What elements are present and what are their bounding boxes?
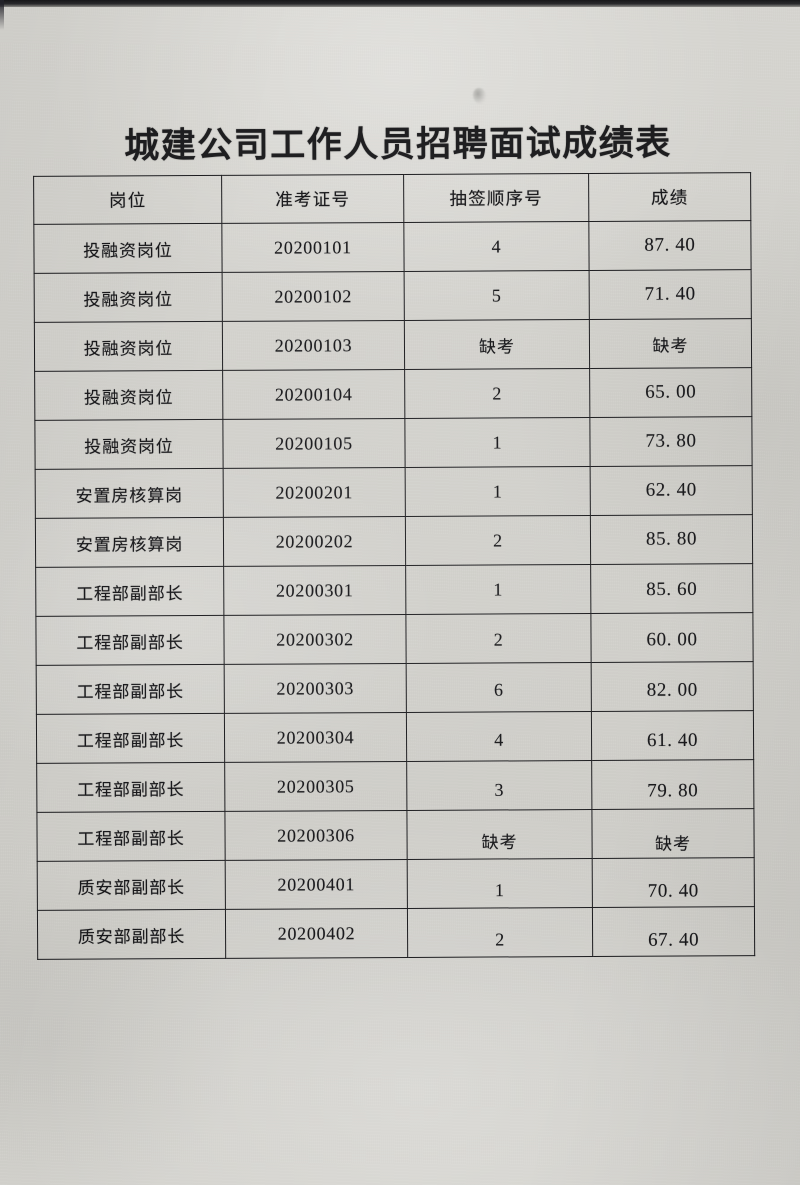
table-row: 工程部副部长 20200305 3 79. 80 xyxy=(36,759,754,813)
cell-draw-order: 2 xyxy=(404,368,590,419)
cell-draw-order: 5 xyxy=(404,270,590,321)
table-row: 质安部副部长 20200401 1 70. 40 xyxy=(37,857,755,911)
cell-score: 缺考 xyxy=(591,808,755,859)
cell-ticket-number: 20200103 xyxy=(222,320,405,371)
cell-ticket-number: 20200105 xyxy=(222,418,406,469)
cell-score: 缺考 xyxy=(589,318,752,369)
cell-draw-order: 4 xyxy=(406,711,592,762)
cell-ticket-number: 20200306 xyxy=(224,810,408,861)
cell-post: 工程部副部长 xyxy=(36,713,225,764)
table-row: 投融资岗位 20200105 1 73. 80 xyxy=(34,416,753,470)
table-header: 岗位 准考证号 抽签顺序号 成绩 xyxy=(33,172,751,225)
cell-score: 85. 60 xyxy=(590,563,753,614)
table-row: 工程部副部长 20200301 1 85. 60 xyxy=(35,563,753,617)
cell-draw-order: 1 xyxy=(405,466,591,517)
cell-draw-order: 1 xyxy=(407,858,593,909)
cell-draw-order: 3 xyxy=(406,760,592,811)
interview-score-table: 岗位 准考证号 抽签顺序号 成绩 投融资岗位 20200101 4 87. 40 投融资… xyxy=(33,172,755,960)
cell-post: 安置房核算岗 xyxy=(35,468,224,519)
table-row: 投融资岗位 20200104 2 65. 00 xyxy=(34,367,752,421)
cell-score: 62. 40 xyxy=(590,465,753,516)
table-row: 投融资岗位 20200101 4 87. 40 xyxy=(33,220,752,274)
cell-score: 60. 00 xyxy=(590,612,754,663)
cell-post: 工程部副部长 xyxy=(36,762,225,813)
cell-post: 质安部副部长 xyxy=(37,860,226,911)
table-row: 质安部副部长 20200402 2 67. 40 xyxy=(37,906,755,960)
table-row: 投融资岗位 20200103 缺考 缺考 xyxy=(34,318,752,372)
cell-ticket-number: 20200102 xyxy=(222,271,405,322)
cell-ticket-number: 20200104 xyxy=(222,369,405,420)
cell-post: 投融资岗位 xyxy=(34,272,223,323)
column-header-order: 抽签顺序号 xyxy=(403,173,589,223)
table-row: 工程部副部长 20200303 6 82. 00 xyxy=(36,661,754,715)
table-body: 投融资岗位 20200101 4 87. 40 投融资岗位 20200102 5 71. 40… xyxy=(33,220,755,960)
column-header-ticket: 准考证号 xyxy=(221,174,404,224)
cell-post: 工程部副部长 xyxy=(36,664,225,715)
cell-ticket-number: 20200301 xyxy=(223,565,406,616)
table-row: 安置房核算岗 20200202 2 85. 80 xyxy=(35,514,753,568)
cell-post: 投融资岗位 xyxy=(34,370,223,421)
cell-draw-order: 1 xyxy=(404,417,591,468)
scanner-edge-strip xyxy=(0,0,800,7)
cell-draw-order: 4 xyxy=(403,221,590,272)
cell-score: 67. 40 xyxy=(592,906,755,957)
cell-ticket-number: 20200305 xyxy=(224,761,407,812)
cell-ticket-number: 20200402 xyxy=(225,908,408,959)
cell-post: 投融资岗位 xyxy=(34,419,224,470)
cell-draw-order: 1 xyxy=(405,564,591,615)
cell-score: 71. 40 xyxy=(589,269,752,320)
cell-ticket-number: 20200201 xyxy=(223,467,406,518)
cell-post: 工程部副部长 xyxy=(35,566,224,617)
table-row: 工程部副部长 20200302 2 60. 00 xyxy=(35,612,754,666)
column-header-post: 岗位 xyxy=(33,175,222,225)
table-row: 安置房核算岗 20200201 1 62. 40 xyxy=(35,465,753,519)
cell-score: 61. 40 xyxy=(591,710,754,761)
cell-score: 85. 80 xyxy=(590,514,753,565)
cell-score: 87. 40 xyxy=(588,220,752,271)
cell-score: 70. 40 xyxy=(592,857,755,908)
cell-score: 65. 00 xyxy=(589,367,752,418)
scanner-edge-corner xyxy=(0,0,4,30)
cell-draw-order: 6 xyxy=(406,662,592,713)
cell-score: 73. 80 xyxy=(589,416,753,467)
cell-post: 投融资岗位 xyxy=(34,321,223,372)
table-header-row: 岗位 准考证号 抽签顺序号 成绩 xyxy=(33,172,751,225)
table-row: 工程部副部长 20200306 缺考 缺考 xyxy=(36,808,755,862)
cell-ticket-number: 20200401 xyxy=(225,859,408,910)
paper-smudge-mark xyxy=(473,88,486,104)
cell-post: 质安部副部长 xyxy=(37,909,226,960)
cell-draw-order: 2 xyxy=(405,515,591,566)
cell-score: 82. 00 xyxy=(591,661,754,712)
cell-ticket-number: 20200302 xyxy=(223,614,407,665)
document-title: 城建公司工作人员招聘面试成绩表 xyxy=(124,122,672,167)
cell-draw-order: 2 xyxy=(405,613,592,664)
cell-ticket-number: 20200303 xyxy=(224,663,407,714)
cell-draw-order: 2 xyxy=(407,907,593,958)
cell-ticket-number: 20200202 xyxy=(223,516,406,567)
cell-score: 79. 80 xyxy=(591,759,754,810)
cell-draw-order: 缺考 xyxy=(406,809,593,860)
cell-ticket-number: 20200101 xyxy=(221,222,405,273)
cell-post: 安置房核算岗 xyxy=(35,517,224,568)
table-row: 投融资岗位 20200102 5 71. 40 xyxy=(34,269,752,323)
cell-post: 工程部副部长 xyxy=(35,615,225,666)
cell-ticket-number: 20200304 xyxy=(224,712,407,763)
column-header-score: 成绩 xyxy=(588,172,751,222)
cell-draw-order: 缺考 xyxy=(404,319,590,370)
table-row: 工程部副部长 20200304 4 61. 40 xyxy=(36,710,754,764)
cell-post: 工程部副部长 xyxy=(36,811,226,862)
cell-post: 投融资岗位 xyxy=(33,223,223,274)
